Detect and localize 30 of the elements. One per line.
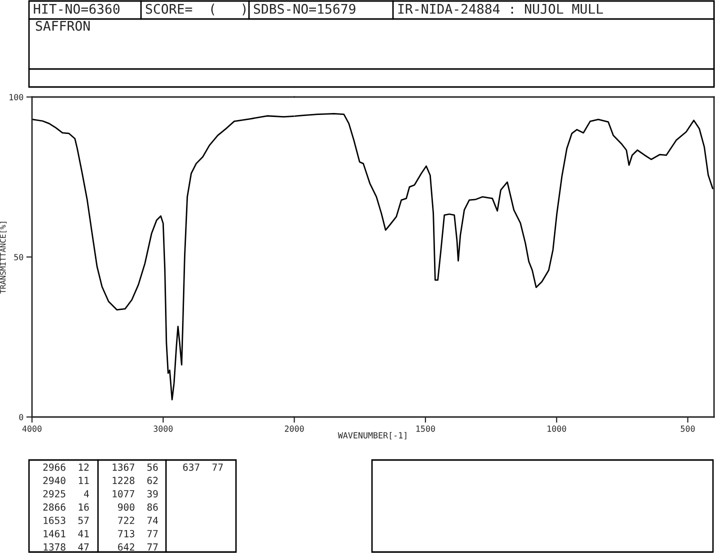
x-axis-title: WAVENUMBER[-1] (338, 432, 406, 440)
text: 2940 11 (43, 476, 89, 484)
text: 1228 62 (112, 476, 158, 484)
text: 637 77 (183, 463, 223, 471)
x-tick-label: 1500 (416, 426, 435, 432)
text: 2925 4 (43, 490, 89, 498)
text: 1653 57 (44, 516, 89, 524)
text: SCORE= ( ) (146, 4, 246, 16)
y-tick-label: 50 (14, 254, 24, 260)
text: HIT-NO=6360 (34, 4, 120, 14)
text: 722 74 (118, 516, 158, 524)
y-tick-label: 100 (10, 94, 24, 100)
x-tick-label: 500 (680, 426, 695, 432)
x-tick-label: 1000 (548, 426, 566, 432)
text: 1378 47 (44, 543, 89, 551)
text: 1077 39 (112, 490, 158, 498)
text: 713 77 (118, 530, 158, 538)
text: IR-NIDA-24884 : NUJOL MULL (398, 4, 603, 14)
x-tick-label: 3000 (154, 426, 173, 432)
text: 642 77 (118, 543, 158, 551)
chart-title: SAFFRON (36, 20, 90, 31)
x-tick-label: 2000 (284, 426, 304, 432)
text: 1367 56 (112, 463, 158, 471)
text: SDBS-NO=15679 (254, 4, 356, 14)
text: 900 86 (118, 503, 158, 511)
x-tick-label: 4000 (22, 426, 42, 432)
y-tick-label: 0 (19, 414, 24, 420)
text: 2966 12 (43, 463, 89, 471)
text: 2866 16 (43, 503, 89, 511)
text: 1461 41 (44, 530, 89, 538)
